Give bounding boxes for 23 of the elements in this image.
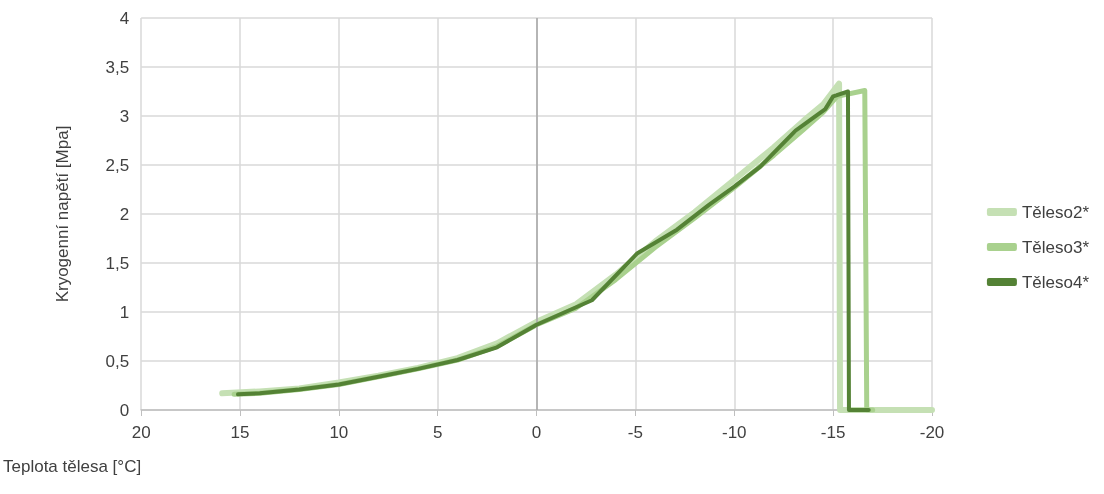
x-tick-label: 15 xyxy=(230,423,250,442)
y-tick-label: 2,5 xyxy=(105,155,130,175)
y-tick-label: 1 xyxy=(119,302,130,322)
x-axis-title: Teplota tělesa [°C] xyxy=(2,457,142,476)
x-tick-label: 10 xyxy=(329,423,349,442)
x-tick-label: 5 xyxy=(432,423,443,442)
x-tick-label: -5 xyxy=(627,423,643,442)
x-tick-label: -15 xyxy=(820,423,846,442)
y-tick-label: 3,5 xyxy=(105,57,130,77)
y-tick-label: 4 xyxy=(119,8,130,28)
legend-label: Těleso4* xyxy=(1021,272,1090,292)
y-tick-label: 3 xyxy=(119,106,130,126)
legend-label: Těleso2* xyxy=(1021,202,1090,222)
y-tick-label: 2 xyxy=(119,204,130,224)
y-tick-label: 1,5 xyxy=(105,253,130,273)
x-tick-label: 20 xyxy=(131,423,151,442)
y-tick-label: 0 xyxy=(119,400,130,420)
y-tick-label: 0,5 xyxy=(105,351,130,371)
y-axis-title: Kryogenní napětí [Mpa] xyxy=(53,125,73,303)
x-tick-label: 0 xyxy=(531,423,542,442)
x-tick-label: -10 xyxy=(722,423,747,442)
legend-label: Těleso3* xyxy=(1021,237,1090,257)
x-tick-label: -20 xyxy=(919,423,945,442)
